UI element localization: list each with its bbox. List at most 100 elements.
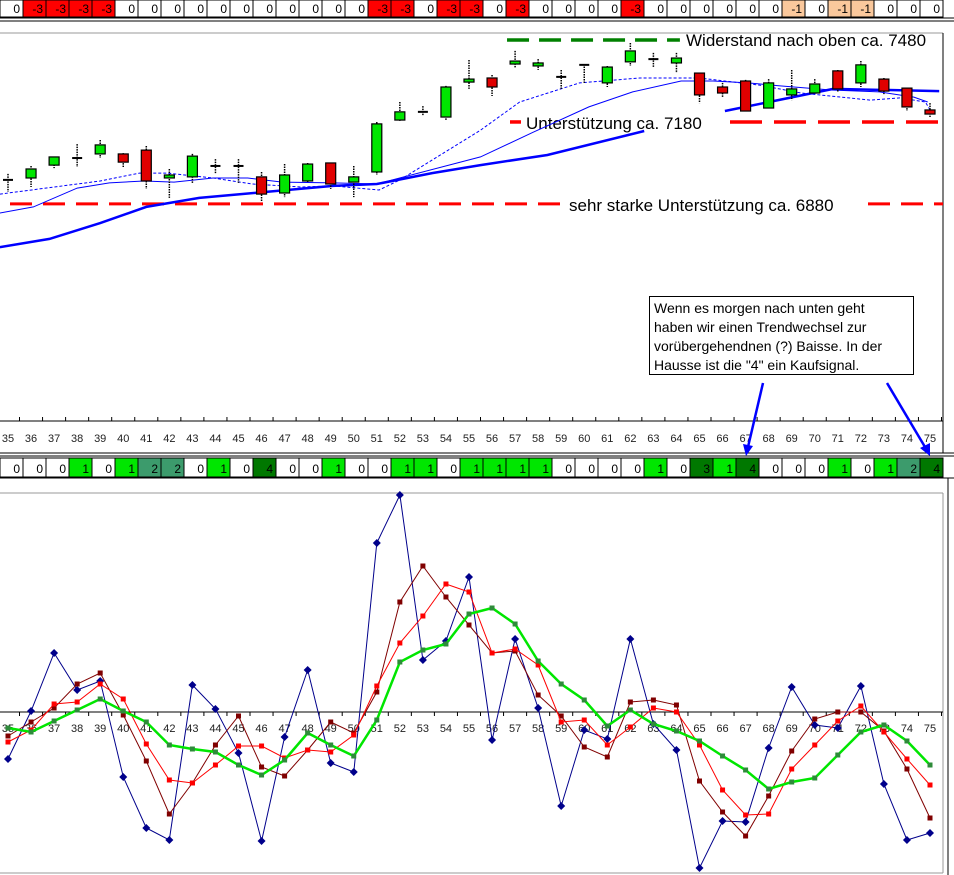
top-signal-cell-value: 0 bbox=[910, 2, 917, 16]
top-signal-cell-value: -1 bbox=[860, 2, 871, 16]
oscillator-point bbox=[766, 811, 772, 817]
oscillator-point bbox=[927, 815, 933, 821]
oscillator-point bbox=[466, 611, 472, 617]
oscillator-point bbox=[280, 733, 289, 741]
top-signal-cell-value: 0 bbox=[611, 2, 618, 16]
top-signal-cell-value: 0 bbox=[818, 2, 825, 16]
mid-signal-cell-value: 1 bbox=[128, 462, 135, 476]
oscillator-point bbox=[835, 752, 841, 758]
oscillator-point bbox=[188, 681, 197, 689]
candle-up bbox=[302, 163, 314, 182]
x-tick-label: 57 bbox=[509, 433, 521, 445]
x-tick-label: 47 bbox=[278, 433, 290, 445]
oscillator-point bbox=[904, 756, 910, 762]
moving-average-solid-thin bbox=[0, 80, 928, 214]
osc-x-tick-label: 44 bbox=[209, 723, 221, 735]
oscillator-point bbox=[557, 802, 566, 810]
oscillator-point bbox=[789, 779, 795, 785]
oscillator-point bbox=[142, 824, 151, 832]
top-signal-cell-value: -1 bbox=[791, 2, 802, 16]
x-tick-label: 63 bbox=[647, 433, 659, 445]
oscillator-point bbox=[673, 709, 679, 715]
annotation-arrows bbox=[743, 382, 930, 456]
oscillator-point bbox=[397, 599, 403, 605]
x-tick-label: 72 bbox=[855, 433, 867, 445]
oscillator-point bbox=[326, 759, 335, 767]
top-signal-cell-value: 0 bbox=[335, 2, 342, 16]
oscillator-point bbox=[257, 837, 266, 845]
arrow-head-icon bbox=[920, 443, 930, 456]
oscillator-point bbox=[5, 739, 11, 745]
oscillator-point bbox=[904, 738, 910, 744]
x-tick-label: 44 bbox=[209, 433, 221, 445]
mid-signal-cell-value: 0 bbox=[864, 462, 871, 476]
osc-x-tick-label: 52 bbox=[394, 723, 406, 735]
oscillator-point bbox=[397, 659, 403, 665]
osc-x-tick-label: 45 bbox=[232, 723, 244, 735]
top-signal-cell-value: 0 bbox=[542, 2, 549, 16]
top-signal-cell-value: 0 bbox=[220, 2, 227, 16]
oscillator-point bbox=[627, 724, 633, 730]
candle-up bbox=[601, 66, 613, 84]
oscillator-point bbox=[741, 818, 750, 826]
mid-signal-cell-value: 1 bbox=[427, 462, 434, 476]
oscillator-point bbox=[812, 742, 818, 748]
oscillator-point bbox=[603, 735, 612, 743]
x-tick-label: 65 bbox=[693, 433, 705, 445]
strong-support-label: sehr starke Unterstützung ca. 6880 bbox=[569, 196, 834, 215]
oscillator-point bbox=[397, 640, 403, 646]
candle-up bbox=[532, 62, 544, 67]
oscillator-series-line bbox=[7, 493, 931, 870]
x-tick-label: 64 bbox=[670, 433, 682, 445]
mid-signal-cell-value: 1 bbox=[220, 462, 227, 476]
mid-signal-cell-value: 0 bbox=[588, 462, 595, 476]
oscillator-point bbox=[372, 539, 381, 547]
oscillator-point bbox=[234, 749, 243, 757]
candle-down bbox=[878, 78, 890, 92]
oscillator-point bbox=[50, 649, 59, 657]
mid-signal-cell-value: 0 bbox=[358, 462, 365, 476]
oscillator-point bbox=[697, 742, 702, 748]
candle-down bbox=[716, 86, 729, 94]
x-tick-label: 73 bbox=[878, 433, 890, 445]
mid-signal-cell-value: 0 bbox=[611, 462, 618, 476]
candle-up bbox=[371, 123, 383, 173]
osc-x-tick-label: 37 bbox=[48, 723, 60, 735]
oscillator-point bbox=[489, 605, 495, 611]
x-tick-label: 62 bbox=[624, 433, 636, 445]
oscillator-point bbox=[650, 721, 656, 727]
osc-x-tick-label: 66 bbox=[716, 723, 728, 735]
mid-signal-cell-value: 1 bbox=[542, 462, 549, 476]
oscillator-point bbox=[718, 817, 727, 825]
oscillator-point bbox=[443, 641, 449, 647]
top-signal-cell-value: 0 bbox=[887, 2, 894, 16]
candle-up bbox=[463, 78, 475, 83]
annotation-line: haben wir einen Trendwechsel zur bbox=[654, 319, 867, 335]
mid-signal-cell-value: 1 bbox=[657, 462, 664, 476]
mid-signal-cell-value: 0 bbox=[450, 462, 457, 476]
oscillator-point bbox=[766, 786, 772, 792]
oscillator-point bbox=[443, 594, 449, 600]
oscillator-point bbox=[73, 686, 82, 694]
top-signal-cell-value: -3 bbox=[32, 2, 43, 16]
x-tick-label: 50 bbox=[348, 433, 360, 445]
oscillator-point bbox=[743, 767, 749, 773]
osc-x-tick-label: 55 bbox=[463, 723, 475, 735]
oscillator-point bbox=[927, 782, 933, 788]
candle-up bbox=[279, 174, 291, 194]
oscillator-point bbox=[236, 743, 241, 749]
x-tick-label: 35 bbox=[2, 433, 14, 445]
oscillator-point bbox=[143, 719, 149, 725]
osc-x-tick-label: 54 bbox=[440, 723, 452, 735]
oscillator-point bbox=[74, 681, 80, 687]
oscillator-point bbox=[534, 704, 543, 712]
oscillator-point bbox=[5, 733, 11, 739]
osc-x-tick-label: 40 bbox=[117, 723, 129, 735]
top-signal-cell-value: -3 bbox=[101, 2, 112, 16]
mid-signal-cell-value: 1 bbox=[404, 462, 411, 476]
oscillator-point bbox=[97, 681, 103, 687]
x-tick-label: 61 bbox=[601, 433, 613, 445]
top-signal-cell-value: 0 bbox=[726, 2, 733, 16]
oscillator-point bbox=[627, 707, 633, 713]
oscillator-point bbox=[120, 708, 126, 714]
